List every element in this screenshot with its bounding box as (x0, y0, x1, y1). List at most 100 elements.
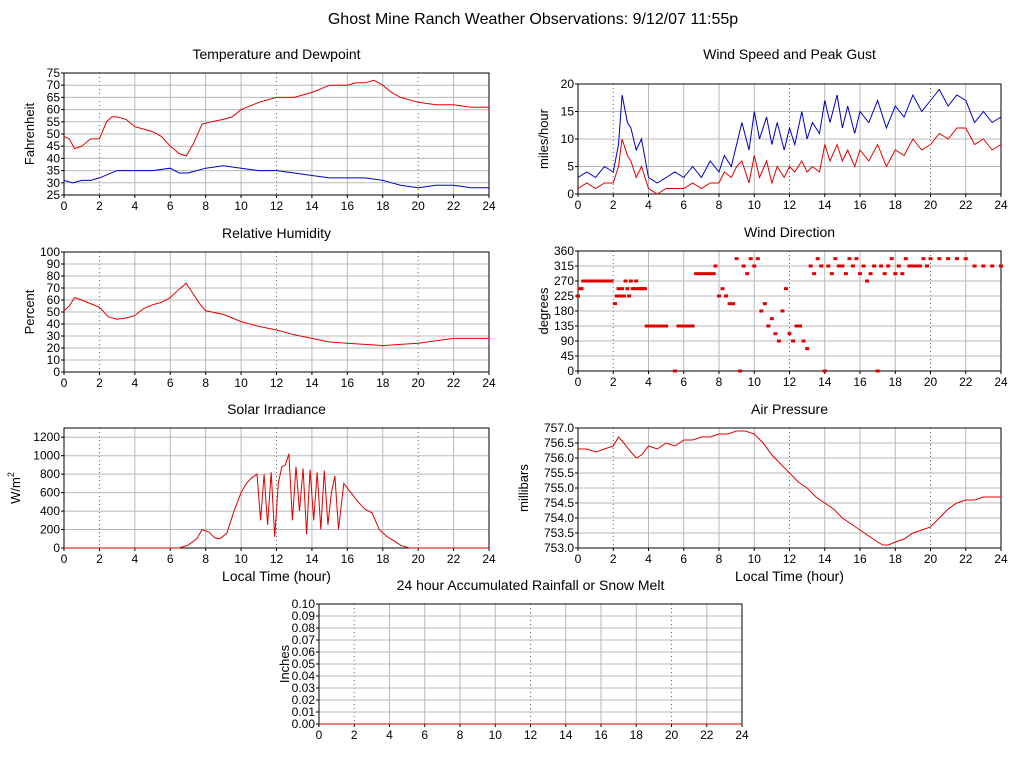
data-point (734, 257, 739, 261)
y-tick-label: 75 (47, 66, 61, 80)
x-tick-label: 22 (959, 552, 973, 566)
x-tick-label: 14 (305, 552, 319, 566)
x-tick-label: 16 (853, 552, 867, 566)
x-tick-label: 10 (234, 199, 248, 213)
y-tick-label: 10 (561, 132, 575, 146)
y-tick-label: 65 (47, 90, 61, 104)
x-tick-label: 22 (447, 552, 461, 566)
y-tick-label: 70 (47, 281, 61, 295)
x-tick-label: 6 (680, 198, 687, 212)
data-point (798, 324, 803, 328)
x-tick-label: 20 (924, 375, 938, 389)
data-point (946, 257, 951, 261)
y-tick-label: 50 (47, 127, 61, 141)
x-tick-label: 10 (489, 728, 503, 742)
y-tick-label: 45 (561, 349, 575, 363)
y-tick-label: 400 (40, 504, 60, 518)
x-tick-label: 10 (748, 198, 762, 212)
data-point (616, 287, 621, 291)
chart-title: Air Pressure (751, 401, 828, 417)
data-point (634, 279, 639, 283)
data-point (672, 369, 677, 373)
y-tick-label: 0.01 (292, 705, 316, 719)
data-point (581, 279, 586, 283)
data-point (990, 264, 995, 268)
data-point (741, 264, 746, 268)
data-point (917, 264, 922, 268)
chart-title: Relative Humidity (222, 225, 331, 241)
y-axis-label-text: miles/hour (536, 108, 551, 169)
y-axis-label-text: millibars (516, 464, 531, 512)
x-tick-label: 18 (889, 198, 903, 212)
x-tick-label: 10 (234, 376, 248, 390)
x-tick-label: 12 (783, 552, 797, 566)
x-tick-label: 22 (447, 376, 461, 390)
data-point (854, 257, 859, 261)
chart-title: Wind Speed and Peak Gust (703, 46, 876, 62)
x-tick-label: 18 (889, 552, 903, 566)
data-point (591, 279, 596, 283)
x-tick-label: 6 (167, 552, 174, 566)
data-point (609, 279, 614, 283)
x-tick-label: 6 (680, 375, 687, 389)
y-axis-label: W/m2 (6, 472, 23, 504)
y-tick-label: 40 (47, 151, 61, 165)
y-tick-label: 45 (47, 139, 61, 153)
x-tick-label: 14 (818, 198, 832, 212)
x-tick-label: 22 (959, 198, 973, 212)
y-tick-label: 30 (47, 329, 61, 343)
data-point (963, 257, 968, 261)
data-point (708, 272, 713, 276)
data-point (972, 264, 977, 268)
x-tick-label: 0 (316, 728, 323, 742)
y-tick-label: 0.06 (292, 645, 316, 659)
series-line-0 (64, 453, 489, 549)
data-point (858, 272, 862, 276)
data-point (921, 257, 926, 261)
y-tick-label: 0.10 (292, 597, 316, 611)
y-tick-label: 90 (561, 334, 575, 348)
x-tick-label: 12 (783, 198, 797, 212)
data-point (907, 264, 912, 268)
y-tick-label: 80 (47, 269, 61, 283)
y-axis-label-text: Fahrenheit (22, 103, 37, 166)
x-tick-label: 14 (305, 199, 319, 213)
data-point (886, 264, 891, 268)
data-point (815, 257, 820, 261)
series-line-1 (63, 165, 489, 189)
y-axis-label-text: W/m (8, 477, 23, 504)
x-tick-label: 16 (853, 375, 867, 389)
y-tick-label: 180 (554, 304, 574, 318)
y-tick-label: 50 (47, 305, 61, 319)
data-point (836, 264, 841, 268)
series-line-0 (63, 79, 489, 157)
y-tick-label: 200 (40, 523, 60, 537)
data-point (576, 294, 580, 298)
data-point (850, 264, 855, 268)
data-point (687, 324, 692, 328)
x-tick-label: 6 (421, 728, 428, 742)
data-point (769, 317, 774, 321)
data-point (727, 302, 732, 306)
y-tick-label: 360 (554, 244, 574, 258)
x-tick-label: 20 (411, 376, 425, 390)
x-tick-label: 8 (202, 376, 209, 390)
data-point (910, 264, 915, 268)
data-point (822, 369, 827, 373)
data-point (679, 324, 684, 328)
data-point (579, 287, 584, 291)
data-point (805, 347, 810, 351)
x-tick-label: 24 (735, 728, 749, 742)
x-tick-label: 24 (994, 375, 1008, 389)
chart-humidity: 0 2 4 6 8 10 12 14 16 18 20 22 240102030405060708090… (22, 225, 496, 390)
x-tick-label: 24 (482, 199, 496, 213)
data-point (954, 257, 959, 261)
series-line-1 (577, 127, 1002, 195)
y-tick-label: 754.5 (544, 496, 574, 510)
data-point (868, 272, 873, 276)
x-tick-label: 2 (610, 552, 617, 566)
data-point (711, 272, 716, 276)
data-point (999, 264, 1003, 268)
y-tick-label: 30 (47, 176, 61, 190)
